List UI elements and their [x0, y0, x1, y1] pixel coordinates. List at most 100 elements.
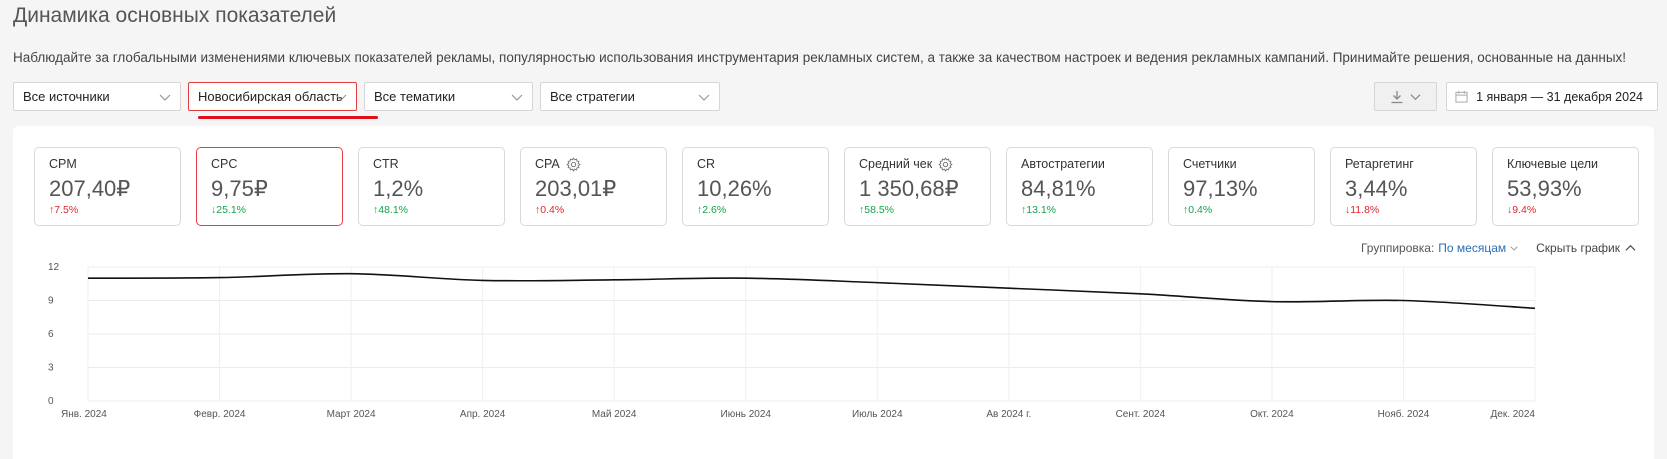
x-tick-label: Май 2024	[592, 409, 637, 420]
metric-card-header: Ретаргетинг	[1345, 156, 1462, 172]
calendar-icon	[1455, 90, 1468, 103]
metric-label: Счетчики	[1183, 157, 1237, 171]
chevron-up-icon	[1625, 244, 1636, 251]
metric-card-header: CTR	[373, 156, 490, 172]
topic-select[interactable]: Все тематики	[364, 82, 533, 111]
region-select[interactable]: Новосибирская область	[188, 82, 357, 111]
metric-delta: ↓9.4%	[1507, 204, 1537, 216]
chevron-down-icon	[698, 94, 710, 101]
metric-label: CPC	[211, 157, 238, 171]
metric-card[interactable]: CPC 9,75₽ ↓25.1%	[196, 147, 343, 226]
metric-label: CPA	[535, 157, 560, 171]
x-tick-label: Апр. 2024	[460, 409, 506, 420]
metric-card-header: Автостратегии	[1021, 156, 1138, 172]
metric-value: 1,2%	[373, 176, 424, 201]
x-tick-label: Июнь 2024	[721, 409, 772, 420]
metric-card-header: CPA	[535, 156, 652, 172]
metric-card[interactable]: CTR 1,2% ↑48.1%	[358, 147, 505, 226]
metric-delta: ↓11.8%	[1345, 204, 1380, 216]
y-tick-label: 3	[48, 363, 54, 374]
metric-card[interactable]: CPA 203,01₽ ↑0.4%	[520, 147, 667, 226]
metric-value: 97,13%	[1183, 176, 1258, 201]
chevron-down-icon	[335, 94, 347, 101]
metric-value: 9,75₽	[211, 176, 268, 201]
x-tick-label: Ав 2024 г.	[986, 409, 1031, 420]
page-title: Динамика основных показателей	[13, 4, 337, 27]
metric-card-header: Ключевые цели	[1507, 156, 1624, 172]
metric-label: Ключевые цели	[1507, 157, 1599, 171]
y-tick-label: 9	[48, 296, 54, 307]
chevron-down-icon	[1410, 94, 1421, 101]
gear-icon[interactable]	[938, 156, 953, 172]
metric-card-header: CR	[697, 156, 814, 172]
region-select-value: Новосибирская область	[198, 89, 343, 104]
metric-card[interactable]: CPM 207,40₽ ↑7.5%	[34, 147, 181, 226]
metric-value: 3,44%	[1345, 176, 1408, 201]
metric-label: Автостратегии	[1021, 157, 1105, 171]
metric-card-header: CPC	[211, 156, 328, 172]
metric-delta: ↑7.5%	[49, 204, 79, 216]
metric-card[interactable]: CR 10,26% ↑2.6%	[682, 147, 829, 226]
grouping-dropdown[interactable]: По месяцам	[1438, 241, 1507, 255]
x-tick-label: Март 2024	[327, 409, 376, 420]
metric-card[interactable]: Счетчики 97,13% ↑0.4%	[1168, 147, 1315, 226]
metric-label: Ретаргетинг	[1345, 157, 1414, 171]
header-actions: 1 января — 31 декабря 2024	[1374, 82, 1658, 111]
metric-value: 207,40₽	[49, 176, 131, 201]
chevron-down-icon	[1510, 246, 1518, 251]
download-button[interactable]	[1374, 82, 1438, 111]
metric-card-header: CPM	[49, 156, 166, 172]
grouping-label: Группировка:	[1360, 241, 1435, 255]
metric-delta: ↑13.1%	[1021, 204, 1057, 216]
strategy-select[interactable]: Все стратегии	[540, 82, 720, 111]
metric-card[interactable]: Средний чек 1 350,68₽ ↑58.5%	[844, 147, 991, 226]
metric-delta: ↑0.4%	[535, 204, 565, 216]
filters-bar: Все источники Новосибирская область Все …	[13, 82, 720, 112]
source-select-value: Все источники	[23, 89, 110, 104]
metric-label: CPM	[49, 157, 77, 171]
metric-value: 53,93%	[1507, 176, 1582, 201]
metric-card[interactable]: Ретаргетинг 3,44% ↓11.8%	[1330, 147, 1477, 226]
metric-label: Средний чек	[859, 157, 933, 171]
metric-card-header: Средний чек	[859, 156, 976, 172]
metric-value: 1 350,68₽	[859, 176, 959, 201]
x-tick-label: Февр. 2024	[194, 409, 246, 420]
source-select[interactable]: Все источники	[13, 82, 181, 111]
y-tick-label: 0	[48, 396, 54, 407]
metrics-panel: CPM 207,40₽ ↑7.5% CPC 9,75₽ ↓25.1% CTR 1,2% ↑48.…	[13, 126, 1654, 459]
y-tick-label: 12	[48, 262, 60, 273]
x-tick-label: Нояб. 2024	[1378, 408, 1430, 420]
series-line	[87, 272, 1536, 310]
line-chart: 12 9 6 3 0 Янв. 2024 Февр. 2024 Март 2024 Апр. 2…	[48, 262, 1536, 420]
date-range-picker[interactable]: 1 января — 31 декабря 2024	[1446, 82, 1658, 111]
gear-icon[interactable]	[566, 156, 581, 172]
metric-card[interactable]: Ключевые цели 53,93% ↓9.4%	[1492, 147, 1639, 226]
metric-delta: ↑58.5%	[859, 204, 895, 216]
x-tick-label: Дек. 2024	[1490, 409, 1535, 420]
metric-cards: CPM 207,40₽ ↑7.5% CPC 9,75₽ ↓25.1% CTR 1,2% ↑48.…	[34, 147, 1639, 226]
chevron-down-icon	[511, 94, 523, 101]
page-description: Наблюдайте за глобальными изменениями кл…	[13, 50, 1627, 65]
metric-value: 10,26%	[697, 176, 772, 201]
metric-delta: ↑2.6%	[697, 204, 727, 216]
metric-value: 203,01₽	[535, 176, 617, 201]
hide-chart-label: Скрыть график	[1536, 241, 1620, 255]
x-tick-label: Янв. 2024	[61, 409, 107, 420]
x-tick-label: Июль 2024	[852, 409, 903, 420]
date-range-value: 1 января — 31 декабря 2024	[1476, 89, 1643, 104]
active-filter-underline	[198, 116, 378, 119]
metric-label: CTR	[373, 157, 399, 171]
x-tick-label: Окт. 2024	[1250, 409, 1294, 420]
chart-controls: Группировка: По месяцам Скрыть график	[1361, 241, 1636, 255]
x-tick-label: Сент. 2024	[1116, 409, 1166, 420]
hide-chart-button[interactable]: Скрыть график	[1536, 241, 1636, 255]
metric-delta: ↑48.1%	[373, 204, 409, 216]
metric-label: CR	[697, 157, 716, 171]
metric-delta: ↓25.1%	[211, 204, 247, 216]
metric-card[interactable]: Автостратегии 84,81% ↑13.1%	[1006, 147, 1153, 226]
strategy-select-value: Все стратегии	[550, 89, 635, 104]
chevron-down-icon	[159, 94, 171, 101]
metric-delta: ↑0.4%	[1183, 204, 1213, 216]
download-icon	[1391, 90, 1403, 103]
